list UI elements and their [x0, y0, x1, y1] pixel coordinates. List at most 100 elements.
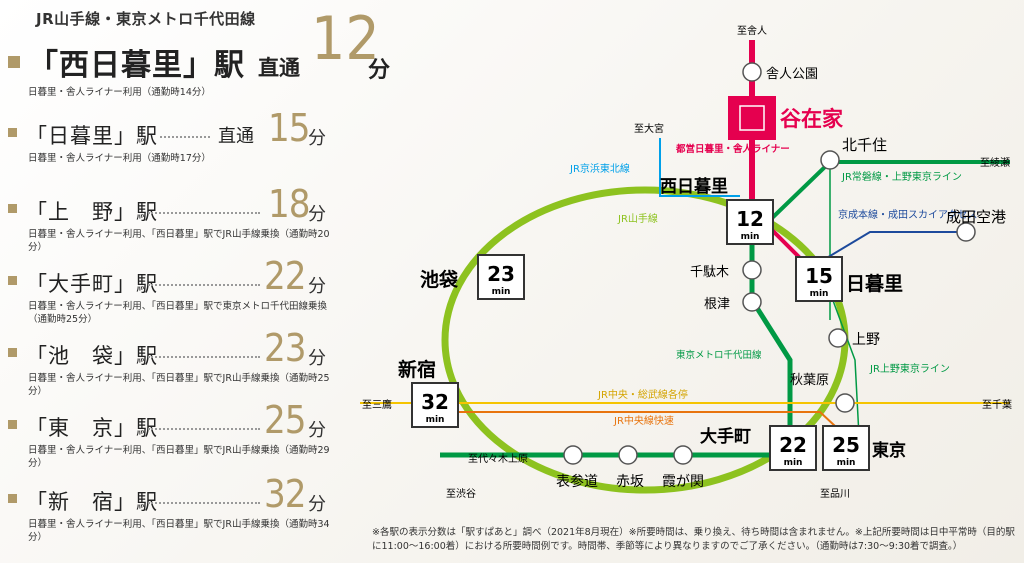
station-note: 日暮里・舎人ライナー利用、「西日暮里」駅でJR山手線乗換（通勤時25分） [28, 373, 330, 397]
label-joban: JR常磐線・上野東京ライン [841, 170, 962, 183]
station-minutes: 32 [264, 472, 306, 516]
leader-dots [148, 212, 260, 214]
line-title: JR山手線・東京メトロ千代田線 [36, 10, 256, 28]
label-ueno: 上野 [852, 332, 880, 348]
svg-text:32: 32 [421, 390, 449, 414]
label-to-ayase: 至綾瀬 [980, 156, 1010, 169]
station-unit: 分 [308, 276, 326, 297]
station-name: 「日暮里」駅 [26, 124, 158, 148]
direct-label: 直通 [218, 126, 254, 147]
station-name: 「上 野」駅 [26, 200, 158, 224]
label-keihin-tohoku: JR京浜東北線 [569, 162, 630, 175]
label-nezu: 根津 [704, 297, 730, 312]
label-akasaka: 赤坂 [616, 474, 644, 490]
badge-tokyo: 25 min [822, 425, 870, 471]
label-nippori: 日暮里 [846, 273, 903, 295]
station-marker-ueno [828, 328, 848, 348]
station-name: 「大手町」駅 [26, 272, 158, 296]
label-to-shibuya: 至渋谷 [446, 487, 476, 500]
station-minutes: 23 [264, 326, 306, 370]
station-marker-narita [956, 222, 976, 242]
label-to-yoyogi: 至代々木上原 [468, 453, 528, 465]
label-omotesando: 表参道 [556, 473, 598, 490]
label-akihabara: 秋葉原 [790, 373, 829, 388]
keisei-line [819, 231, 965, 263]
station-note: 日暮里・舎人ライナー利用、「西日暮里」駅で東京メトロ千代田線乗換（通勤時25分） [28, 301, 328, 325]
station-note: 日暮里・舎人ライナー利用、「西日暮里」駅でJR山手線乗換（通勤時34分） [28, 519, 330, 543]
svg-text:min: min [810, 289, 829, 299]
label-shinjuku: 新宿 [398, 358, 436, 381]
bullet-square-icon [8, 494, 17, 503]
label-keisei: 京成本線・成田スカイアクセス [838, 208, 978, 221]
station-marker-kasumigaseki [673, 445, 693, 465]
station-marker-omotesando [563, 445, 583, 465]
bullet-square-icon [8, 276, 17, 285]
station-name: 「新 宿」駅 [26, 490, 158, 514]
svg-text:min: min [741, 232, 760, 242]
label-yazaike: 谷在家 [780, 107, 844, 131]
svg-text:15: 15 [805, 264, 833, 288]
label-toneri-koen: 舎人公園 [766, 67, 818, 82]
svg-text:min: min [492, 287, 511, 297]
yazaike-station-marker [728, 96, 776, 140]
label-to-mitaka: 至三鷹 [362, 398, 392, 411]
main-direct-label: 直通 [258, 56, 300, 80]
badge-ikebukuro: 23 min [477, 254, 525, 300]
badge-nishi-nippori: 12 min [726, 199, 774, 245]
svg-text:min: min [837, 458, 856, 468]
station-marker-nezu [742, 292, 762, 312]
station-unit: 分 [308, 420, 326, 441]
badge-nippori: 15 min [795, 256, 843, 302]
label-kitasenju: 北千住 [842, 136, 887, 154]
station-note: 日暮里・舎人ライナー利用、「西日暮里」駅でJR山手線乗換（通勤時20分） [28, 229, 330, 253]
label-toei-liner: 都営日暮里・舎人ライナー [675, 143, 790, 155]
label-to-omiya: 至大宮 [634, 122, 664, 135]
station-minutes: 15 [268, 106, 310, 150]
label-chiyoda: 東京メトロ千代田線 [676, 349, 762, 361]
station-note: 日暮里・舎人ライナー利用（通勤時17分） [28, 153, 211, 164]
label-to-shinagawa: 至品川 [820, 488, 850, 500]
station-marker-kitasenju [820, 150, 840, 170]
leader-dots [148, 428, 260, 430]
svg-text:22: 22 [779, 433, 807, 457]
main-unit: 分 [368, 58, 391, 83]
label-yamanote: JR山手線 [617, 212, 658, 225]
station-minutes: 22 [264, 254, 306, 298]
main-station-name: 「西日暮里」駅 [28, 48, 245, 83]
bullet-square-icon [8, 204, 17, 213]
label-tokyo: 東京 [872, 440, 906, 461]
station-name: 「池 袋」駅 [26, 344, 158, 368]
label-to-chiba: 至千葉 [982, 398, 1012, 411]
station-unit: 分 [308, 204, 326, 225]
station-minutes: 18 [268, 182, 310, 226]
label-otemachi: 大手町 [700, 426, 751, 447]
badge-otemachi: 22 min [769, 425, 817, 471]
leader-dots [148, 502, 260, 504]
main-minutes: 12 [311, 4, 380, 74]
footnote: ※各駅の表示分数は「駅すぱあと」調べ（2021年8月現在）※所要時間は、乗り換え… [372, 527, 1015, 552]
label-chuo: JR中央線快速 [613, 414, 674, 427]
station-unit: 分 [308, 128, 326, 149]
station-name: 「東 京」駅 [26, 416, 158, 440]
label-kasumigaseki: 霞が関 [662, 474, 704, 490]
station-unit: 分 [308, 494, 326, 515]
label-ueno-tokyo: JR上野東京ライン [869, 362, 950, 375]
label-sobu: JR中央・総武線各停 [597, 388, 688, 401]
station-marker-toneri-koen [742, 62, 762, 82]
bullet-square-icon [8, 56, 20, 68]
station-marker-sendagi [742, 260, 762, 280]
yazaike-inner-marker [739, 105, 765, 131]
leader-dots [160, 136, 210, 138]
leader-dots [148, 284, 260, 286]
bullet-square-icon [8, 420, 17, 429]
station-unit: 分 [308, 348, 326, 369]
leader-dots [148, 356, 260, 358]
main-note: 日暮里・舎人ライナー利用（通勤時14分） [28, 87, 211, 98]
label-nishi-nippori: 西日暮里 [660, 176, 728, 197]
keihin-tohoku-line [659, 138, 740, 197]
station-marker-akihabara [835, 393, 855, 413]
badge-shinjuku: 32 min [411, 382, 459, 428]
bullet-square-icon [8, 128, 17, 137]
